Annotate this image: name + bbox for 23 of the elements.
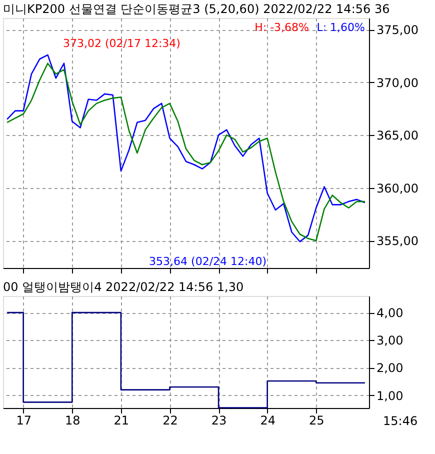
y-tick-label: 3,00 <box>376 334 404 348</box>
y-tick-label: 370,00 <box>376 76 418 90</box>
x-tick-label: 24 <box>260 414 276 428</box>
y-tick-label: 1,00 <box>376 388 404 403</box>
y-tick-label: 4,00 <box>376 306 404 320</box>
chart-title: 00 얼탱이밤탱이4 2022/02/22 14:56 1,30 <box>3 280 244 294</box>
x-tick-label: 21 <box>114 414 130 428</box>
x-tick-label: 22 <box>162 414 178 428</box>
annotation: L: 1,60% <box>316 21 365 34</box>
x-tick-label: 23 <box>211 414 227 428</box>
chart-title: 미니KP200 선물연결 단순이동평균3 (5,20,60) 2022/02/22 14:56 36 <box>3 2 390 16</box>
x-tick-label: 17 <box>16 414 32 428</box>
y-tick-label: 2,00 <box>376 361 404 376</box>
y-tick-label: 365,00 <box>376 128 418 143</box>
x-tick-label: 18 <box>64 414 80 428</box>
annotation: H: -3,68% <box>254 21 309 34</box>
y-tick-label: 355,00 <box>376 234 418 248</box>
y-tick-label: 375,00 <box>376 23 418 38</box>
annotation: 373,02 (02/17 12:34) <box>63 37 180 50</box>
text: 15:46 <box>383 414 418 428</box>
y-tick-label: 360,00 <box>376 181 418 196</box>
x-tick-label: 25 <box>308 414 324 428</box>
annotation: 353,64 (02/24 12:40) <box>149 255 267 268</box>
